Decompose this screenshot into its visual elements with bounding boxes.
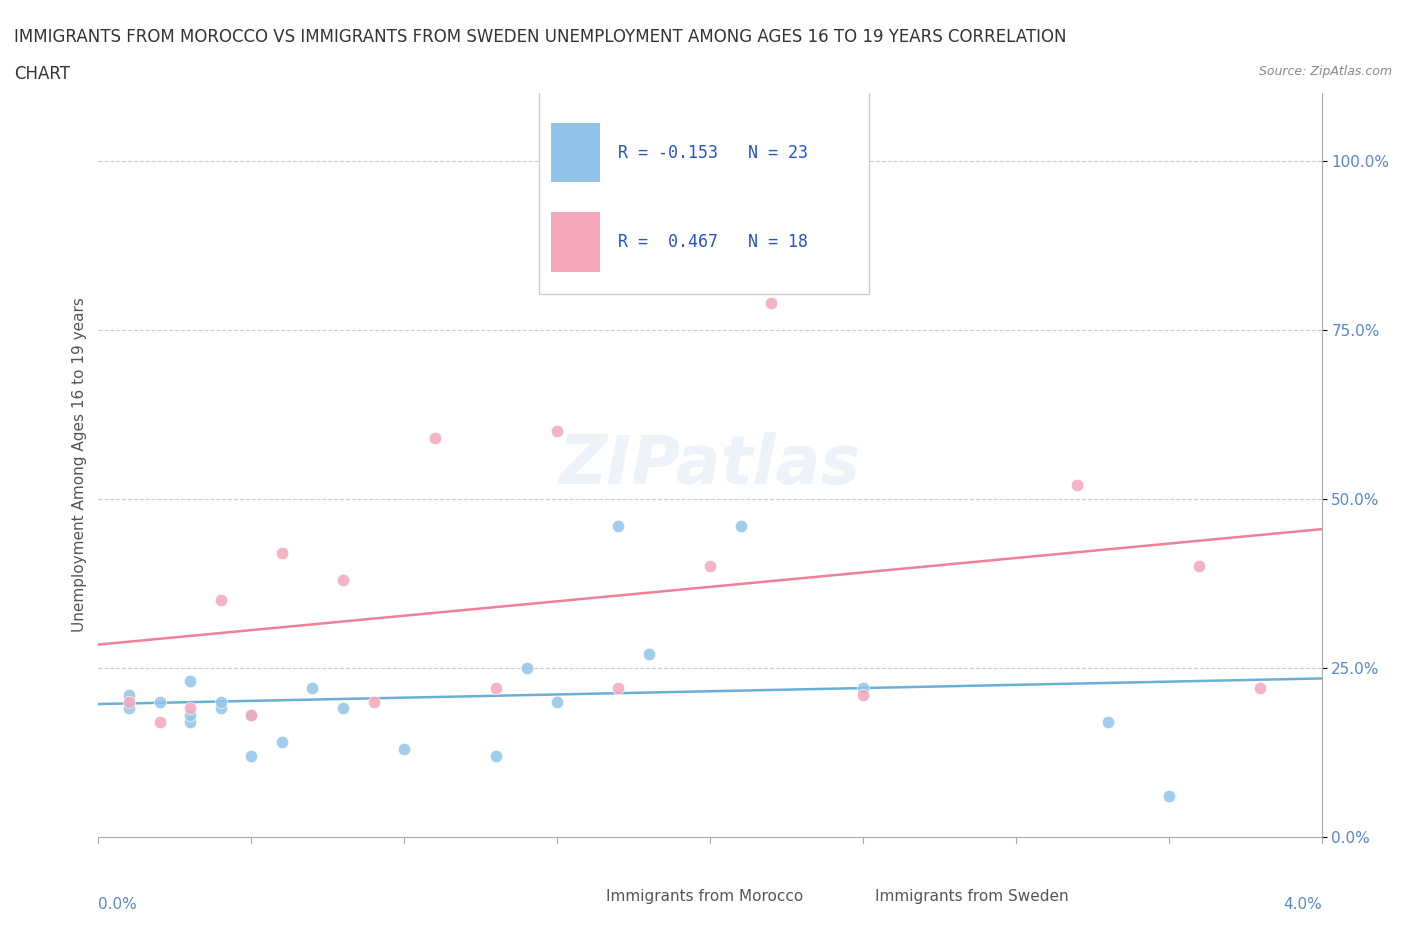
Text: R = -0.153   N = 23: R = -0.153 N = 23: [619, 143, 808, 162]
Point: [1249, 681, 1271, 696]
FancyBboxPatch shape: [551, 212, 600, 272]
Point: [179, 714, 201, 729]
FancyBboxPatch shape: [538, 86, 869, 294]
Point: [209, 695, 232, 710]
Point: [118, 701, 141, 716]
Point: [607, 518, 630, 533]
Text: R =  0.467   N = 18: R = 0.467 N = 18: [619, 232, 808, 251]
Point: [240, 749, 263, 764]
Point: [209, 701, 232, 716]
Point: [270, 735, 294, 750]
Point: [1157, 789, 1180, 804]
Point: [607, 681, 630, 696]
Text: ZIPatlas: ZIPatlas: [560, 432, 860, 498]
Point: [240, 708, 263, 723]
Point: [149, 714, 172, 729]
Point: [852, 681, 875, 696]
Point: [332, 573, 354, 588]
Point: [516, 660, 538, 675]
Text: 4.0%: 4.0%: [1282, 897, 1322, 911]
Point: [1188, 559, 1211, 574]
Text: Immigrants from Sweden: Immigrants from Sweden: [875, 889, 1069, 904]
Point: [332, 701, 354, 716]
Text: 0.0%: 0.0%: [98, 897, 138, 911]
Point: [759, 295, 782, 310]
Point: [118, 687, 141, 702]
Point: [149, 695, 172, 710]
Point: [546, 424, 568, 439]
Text: Source: ZipAtlas.com: Source: ZipAtlas.com: [1258, 65, 1392, 78]
Point: [179, 674, 201, 689]
Text: Immigrants from Morocco: Immigrants from Morocco: [606, 889, 803, 904]
Point: [209, 592, 232, 607]
Point: [363, 695, 385, 710]
Text: CHART: CHART: [14, 65, 70, 83]
Point: [423, 431, 446, 445]
Point: [179, 701, 201, 716]
Point: [546, 695, 568, 710]
Point: [699, 559, 721, 574]
Point: [301, 681, 323, 696]
Point: [270, 546, 294, 561]
Point: [179, 708, 201, 723]
Point: [637, 647, 661, 662]
Point: [730, 518, 752, 533]
Point: [1097, 714, 1119, 729]
Point: [485, 681, 508, 696]
Point: [852, 687, 875, 702]
Text: IMMIGRANTS FROM MOROCCO VS IMMIGRANTS FROM SWEDEN UNEMPLOYMENT AMONG AGES 16 TO : IMMIGRANTS FROM MOROCCO VS IMMIGRANTS FR…: [14, 28, 1067, 46]
Point: [485, 749, 508, 764]
Point: [1066, 478, 1088, 493]
Point: [392, 741, 416, 756]
FancyBboxPatch shape: [551, 123, 600, 182]
FancyBboxPatch shape: [832, 882, 863, 911]
Point: [118, 695, 141, 710]
Y-axis label: Unemployment Among Ages 16 to 19 years: Unemployment Among Ages 16 to 19 years: [72, 298, 87, 632]
Point: [240, 708, 263, 723]
FancyBboxPatch shape: [564, 882, 593, 911]
